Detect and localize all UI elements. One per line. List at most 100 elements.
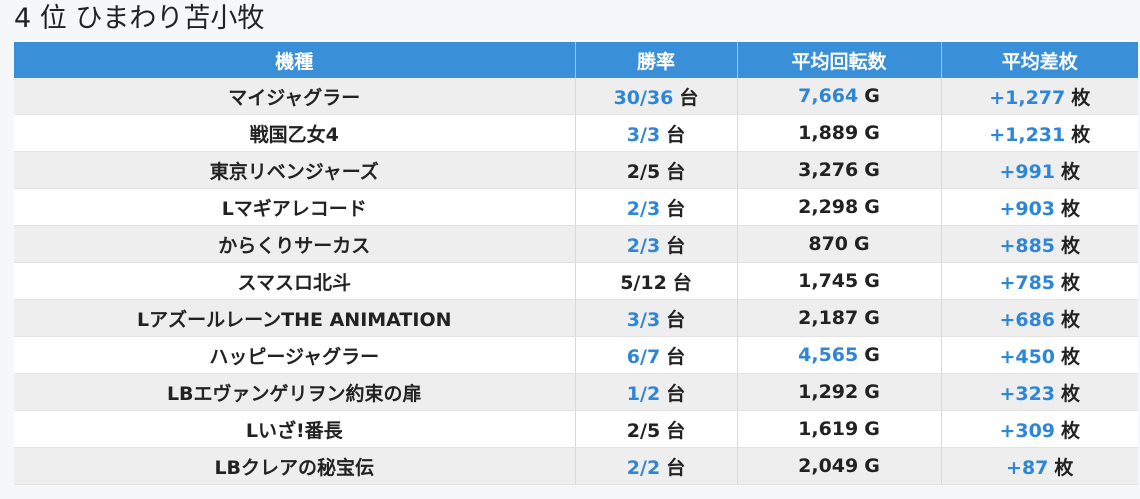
model-name: 戦国乙女4 bbox=[249, 123, 339, 146]
cell-model: 戦国乙女4 bbox=[14, 114, 576, 152]
model-name: LアズールレーンTHE ANIMATION bbox=[136, 308, 452, 331]
cell-win-rate-value: 1/2 bbox=[626, 382, 661, 405]
cell-win-rate-unit: 台 bbox=[666, 382, 686, 405]
cell-model: LBエヴァンゲリヲン約束の扉 bbox=[14, 373, 576, 411]
cell-avg-diff-unit: 枚 bbox=[1071, 86, 1091, 109]
cell-avg-spins: 1,292 G bbox=[737, 373, 942, 411]
cell-avg-spins-unit: G bbox=[864, 455, 880, 477]
cell-avg-diff: +309 枚 bbox=[941, 410, 1138, 448]
cell-avg-spins-value: 870 bbox=[808, 233, 849, 255]
cell-avg-spins-value: 1,292 bbox=[798, 381, 859, 403]
cell-win-rate-value: 3/3 bbox=[626, 308, 661, 331]
cell-avg-diff-unit: 枚 bbox=[1054, 456, 1074, 479]
cell-avg-spins: 1,619 G bbox=[737, 410, 942, 448]
cell-win-rate-value: 2/5 bbox=[626, 160, 661, 183]
cell-avg-spins-unit: G bbox=[864, 307, 880, 329]
cell-avg-diff-value: +991 bbox=[999, 160, 1056, 183]
model-name: ハッピージャグラー bbox=[209, 345, 380, 368]
cell-avg-spins-unit: G bbox=[864, 85, 880, 107]
cell-avg-diff-unit: 枚 bbox=[1061, 234, 1081, 257]
cell-avg-diff-value: +885 bbox=[999, 234, 1056, 257]
cell-win-rate-unit: 台 bbox=[666, 308, 686, 331]
cell-avg-spins-value: 2,187 bbox=[798, 307, 859, 329]
model-name: 東京リベンジャーズ bbox=[209, 160, 379, 183]
cell-win-rate-value: 2/2 bbox=[626, 456, 661, 479]
cell-win-rate-value: 2/5 bbox=[626, 419, 661, 442]
cell-win-rate-value: 2/3 bbox=[626, 197, 661, 220]
cell-avg-diff-unit: 枚 bbox=[1061, 419, 1081, 442]
cell-avg-spins-unit: G bbox=[864, 159, 880, 181]
cell-avg-diff: +903 枚 bbox=[941, 188, 1138, 226]
cell-avg-diff: +1,231 枚 bbox=[941, 114, 1138, 152]
cell-avg-spins: 870 G bbox=[737, 225, 942, 263]
cell-avg-diff-unit: 枚 bbox=[1071, 123, 1091, 146]
cell-win-rate: 3/3 台 bbox=[575, 114, 738, 152]
model-name: マイジャグラー bbox=[228, 86, 361, 109]
cell-win-rate-value: 6/7 bbox=[626, 345, 661, 368]
table-row: Lマギアレコード 2/3 台 2,298 G +903 枚 bbox=[14, 188, 1138, 226]
header-model: 機種 bbox=[14, 42, 576, 78]
table-row: マイジャグラー 30/36 台 7,664 G +1,277 枚 bbox=[14, 78, 1138, 115]
model-name: LBエヴァンゲリヲン約束の扉 bbox=[166, 382, 422, 405]
cell-win-rate-unit: 台 bbox=[672, 271, 692, 294]
model-name: Lいざ!番長 bbox=[245, 419, 343, 442]
cell-avg-spins-unit: G bbox=[864, 418, 880, 440]
cell-avg-spins: 7,664 G bbox=[737, 78, 942, 115]
cell-avg-diff-unit: 枚 bbox=[1061, 160, 1081, 183]
cell-avg-spins-unit: G bbox=[864, 122, 880, 144]
cell-win-rate-unit: 台 bbox=[679, 86, 699, 109]
header-win-rate: 勝率 bbox=[575, 42, 738, 78]
cell-win-rate: 2/3 台 bbox=[575, 188, 738, 226]
cell-avg-spins-value: 1,745 bbox=[798, 270, 859, 292]
cell-model: 東京リベンジャーズ bbox=[14, 151, 576, 189]
cell-avg-diff-unit: 枚 bbox=[1061, 197, 1081, 220]
cell-avg-diff: +87 枚 bbox=[941, 447, 1138, 485]
cell-avg-diff-value: +785 bbox=[999, 271, 1056, 294]
cell-model: Lいざ!番長 bbox=[14, 410, 576, 448]
model-name: Lマギアレコード bbox=[221, 197, 367, 220]
cell-avg-spins-value: 2,298 bbox=[798, 196, 859, 218]
cell-win-rate: 2/2 台 bbox=[575, 447, 738, 485]
cell-avg-spins: 2,049 G bbox=[737, 447, 942, 485]
cell-avg-spins-value: 4,565 bbox=[798, 344, 859, 366]
model-name: からくりサーカス bbox=[218, 234, 371, 257]
cell-model: LBクレアの秘宝伝 bbox=[14, 447, 576, 485]
cell-avg-diff-value: +309 bbox=[999, 419, 1056, 442]
cell-avg-diff-value: +450 bbox=[999, 345, 1056, 368]
table-row: スマスロ北斗 5/12 台 1,745 G +785 枚 bbox=[14, 262, 1138, 300]
cell-avg-spins-value: 7,664 bbox=[798, 85, 859, 107]
cell-avg-spins-value: 1,619 bbox=[798, 418, 859, 440]
cell-avg-diff: +686 枚 bbox=[941, 299, 1138, 337]
cell-win-rate-value: 2/3 bbox=[626, 234, 661, 257]
cell-avg-spins-unit: G bbox=[864, 381, 880, 403]
cell-avg-diff: +991 枚 bbox=[941, 151, 1138, 189]
header-avg-spins: 平均回転数 bbox=[737, 42, 942, 78]
cell-avg-spins: 2,187 G bbox=[737, 299, 942, 337]
cell-win-rate-unit: 台 bbox=[666, 123, 686, 146]
cell-model: マイジャグラー bbox=[14, 78, 576, 115]
table-row: LBクレアの秘宝伝 2/2 台 2,049 G +87 枚 bbox=[14, 447, 1138, 485]
model-name: LBクレアの秘宝伝 bbox=[214, 456, 375, 479]
cell-model: Lマギアレコード bbox=[14, 188, 576, 226]
table-row: 東京リベンジャーズ 2/5 台 3,276 G +991 枚 bbox=[14, 151, 1138, 189]
cell-win-rate-unit: 台 bbox=[666, 419, 686, 442]
cell-avg-spins-unit: G bbox=[854, 233, 870, 255]
table-header-row: 機種 勝率 平均回転数 平均差枚 bbox=[14, 42, 1138, 78]
cell-win-rate: 2/5 台 bbox=[575, 410, 738, 448]
cell-avg-spins-unit: G bbox=[864, 344, 880, 366]
cell-win-rate: 30/36 台 bbox=[575, 78, 738, 115]
page-title: 4 位 ひまわり苫小牧 bbox=[14, 3, 265, 34]
cell-avg-diff-unit: 枚 bbox=[1061, 308, 1081, 331]
cell-avg-spins-value: 1,889 bbox=[798, 122, 859, 144]
cell-avg-diff: +885 枚 bbox=[941, 225, 1138, 263]
cell-win-rate-value: 5/12 bbox=[620, 271, 667, 294]
cell-win-rate: 2/3 台 bbox=[575, 225, 738, 263]
cell-model: ハッピージャグラー bbox=[14, 336, 576, 374]
cell-avg-spins-unit: G bbox=[864, 270, 880, 292]
header-avg-diff: 平均差枚 bbox=[941, 42, 1138, 78]
cell-win-rate-unit: 台 bbox=[666, 234, 686, 257]
cell-avg-diff-value: +323 bbox=[999, 382, 1056, 405]
cell-win-rate-unit: 台 bbox=[666, 345, 686, 368]
cell-avg-diff-value: +903 bbox=[999, 197, 1056, 220]
table-row: からくりサーカス 2/3 台 870 G +885 枚 bbox=[14, 225, 1138, 263]
